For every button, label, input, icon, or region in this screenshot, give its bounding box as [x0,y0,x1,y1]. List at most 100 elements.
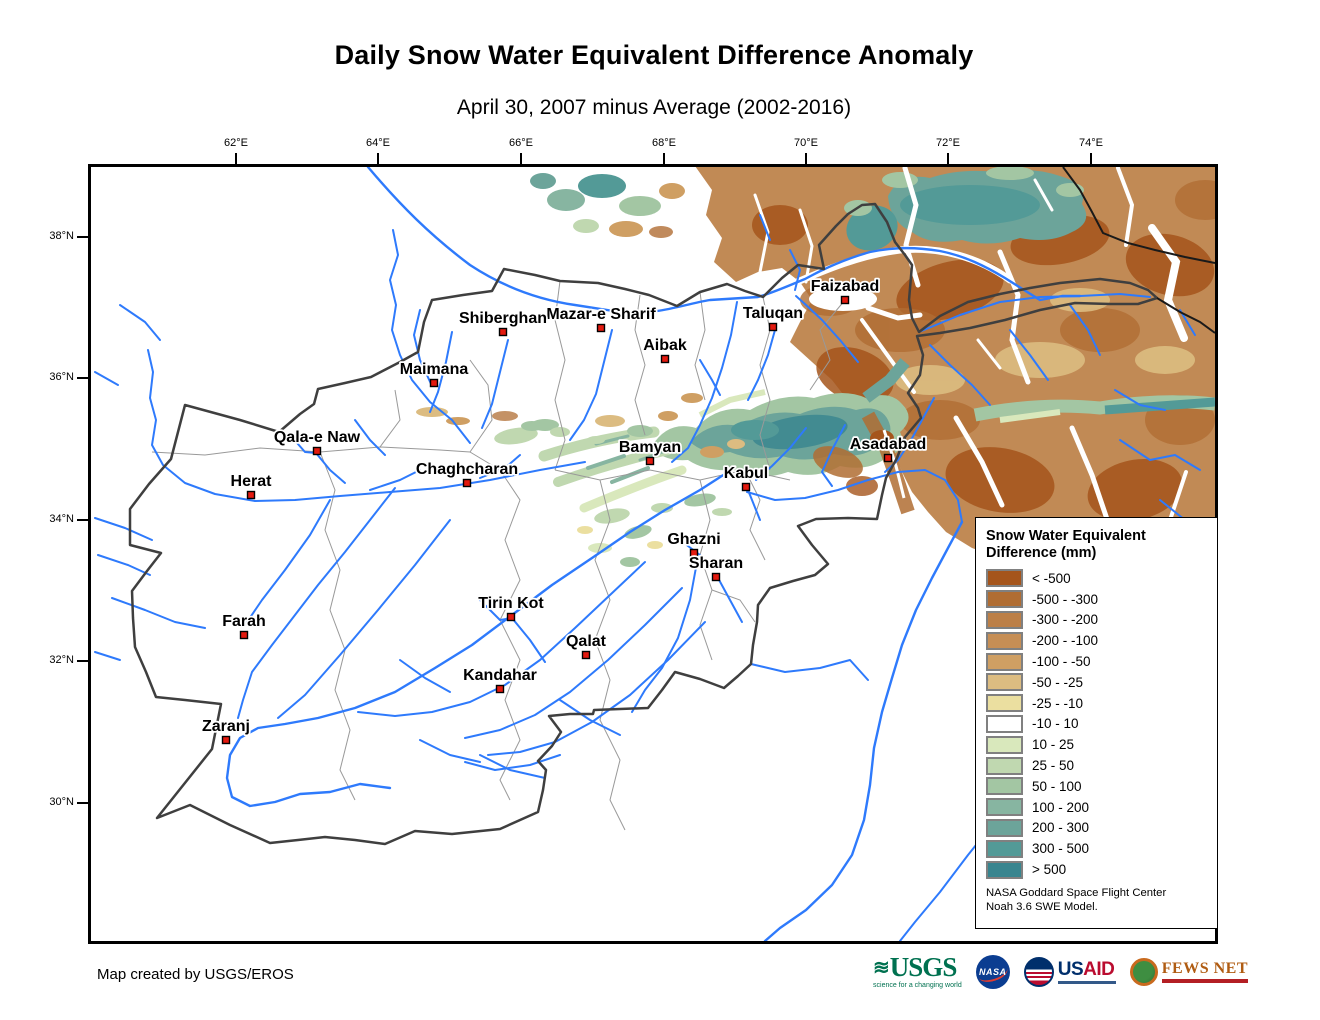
terrain-ridge-west [494,427,538,445]
legend-label: > 500 [1032,862,1067,878]
terrain-hindukush-arm [862,358,910,403]
lat-tick-label: 36°N [49,371,74,383]
usgs-wordmark: USGS [889,952,958,982]
usgs-logo: ≋ USGS science for a changing world [873,952,962,990]
legend-swatch [986,569,1023,588]
city-marker-taluqan: Taluqan [741,303,805,332]
legend-row: -300 - -200 [986,610,1217,631]
neighbor-borders [1062,167,1215,334]
legend-row: -50 - -25 [986,672,1217,693]
city-dot-asadabad [883,453,893,463]
city-dot-herat [246,490,256,500]
lat-tick-label: 34°N [49,513,74,525]
city-marker-maimana: Maimana [398,359,470,388]
city-marker-tirin-kot: Tirin Kot [477,593,546,622]
nasa-logo: NASA [975,954,1010,989]
lon-tick [520,153,522,164]
legend-title: Snow Water Equivalent Difference (mm) [986,528,1217,562]
city-dot-mazar-e-sharif [596,323,606,333]
city-label-mazar-e-sharif: Mazar-e Sharif [546,306,656,323]
lat-tick [77,377,88,379]
legend-swatch [986,694,1023,713]
legend-row: > 500 [986,859,1217,880]
legend-swatch [986,652,1023,671]
legend-swatch [986,610,1023,629]
city-dot-kandahar [495,684,505,694]
city-marker-herat: Herat [229,471,274,500]
city-label-kabul: Kabul [724,465,768,482]
city-marker-faizabad: Faizabad [809,276,881,305]
terrain-pamir-core [900,185,1040,225]
city-label-maimana: Maimana [400,361,469,378]
city-dot-qalat [581,650,591,660]
legend-attribution-line1: NASA Goddard Space Flight Center [986,886,1167,899]
lon-tick [663,153,665,164]
city-label-herat: Herat [231,473,273,490]
legend-label: 10 - 25 [1032,737,1075,753]
legend-row: 10 - 25 [986,734,1217,755]
city-marker-qala-e-naw: Qala-e Naw [272,427,362,456]
usaid-wordmark: USAID [1058,960,1116,979]
legend-label: -300 - -200 [1032,612,1099,628]
lon-tick-label: 62°E [224,137,248,149]
city-dot-aibak [660,354,670,364]
legend-label: -500 - -300 [1032,591,1099,607]
legend-label: 25 - 50 [1032,758,1075,774]
city-marker-qalat: Qalat [564,631,608,660]
usaid-logo: USAID [1023,956,1116,987]
city-label-kandahar: Kandahar [463,667,537,684]
legend-label: -25 - -10 [1032,695,1084,711]
city-label-farah: Farah [222,613,266,630]
legend-items: < -500 -500 - -300 -300 - -200 -200 - -100 -… [986,568,1217,880]
city-label-asadabad: Asadabad [850,436,926,453]
fewsnet-wordmark: FEWS NET [1161,959,1248,977]
lat-tick [77,802,88,804]
legend-row: 25 - 50 [986,755,1217,776]
city-marker-aibak: Aibak [641,335,689,364]
afghanistan-border [128,202,1159,846]
legend-swatch [986,590,1023,609]
city-label-chaghcharan: Chaghcharan [416,461,518,478]
legend-row: -10 - 10 [986,714,1217,735]
legend-attribution: NASA Goddard Space Flight Center Noah 3.… [986,886,1217,914]
city-marker-kandahar: Kandahar [461,665,539,694]
lon-tick-label: 66°E [509,137,533,149]
map-title: Daily Snow Water Equivalent Difference A… [334,40,974,70]
lon-tick [1090,153,1092,164]
lat-tick [77,660,88,662]
city-marker-shiberghan: Shiberghan [457,308,549,337]
fewsnet-tagline-bar [1161,978,1248,983]
legend-swatch [986,714,1023,733]
lon-tick [235,153,237,164]
city-dot-tirin-kot [506,612,516,622]
lon-tick-label: 70°E [794,137,818,149]
legend-swatch [986,631,1023,650]
terrain-top-centre-hills [530,173,685,238]
city-dot-taluqan [768,322,778,332]
lon-tick-label: 74°E [1079,137,1103,149]
legend-label: 200 - 300 [1032,820,1090,836]
city-label-faizabad: Faizabad [811,278,879,295]
terrain-north-speckles [416,393,703,444]
terrain-hindukush-core [752,414,848,450]
fewsnet-logo: FEWS NET [1129,957,1248,986]
lon-tick-label: 64°E [366,137,390,149]
terrain-layer [416,167,1215,567]
nasa-wordmark: NASA [978,966,1007,977]
legend-label: 50 - 100 [1032,778,1082,794]
city-marker-asadabad: Asadabad [848,434,928,463]
city-marker-zaranj: Zaranj [200,716,252,745]
city-label-zaranj: Zaranj [202,718,250,735]
legend-swatch [986,673,1023,692]
city-dot-shiberghan [498,327,508,337]
city-marker-sharan: Sharan [687,553,745,582]
terrain-brown-spot-east2 [846,476,878,496]
city-marker-chaghcharan: Chaghcharan [414,459,520,488]
city-marker-kabul: Kabul [722,463,770,492]
lat-tick-label: 30°N [49,796,74,808]
city-label-aibak: Aibak [643,337,687,354]
legend-swatch [986,735,1023,754]
city-marker-farah: Farah [220,611,268,640]
fewsnet-globe-icon [1129,957,1158,986]
city-dot-ghazni [689,548,699,558]
